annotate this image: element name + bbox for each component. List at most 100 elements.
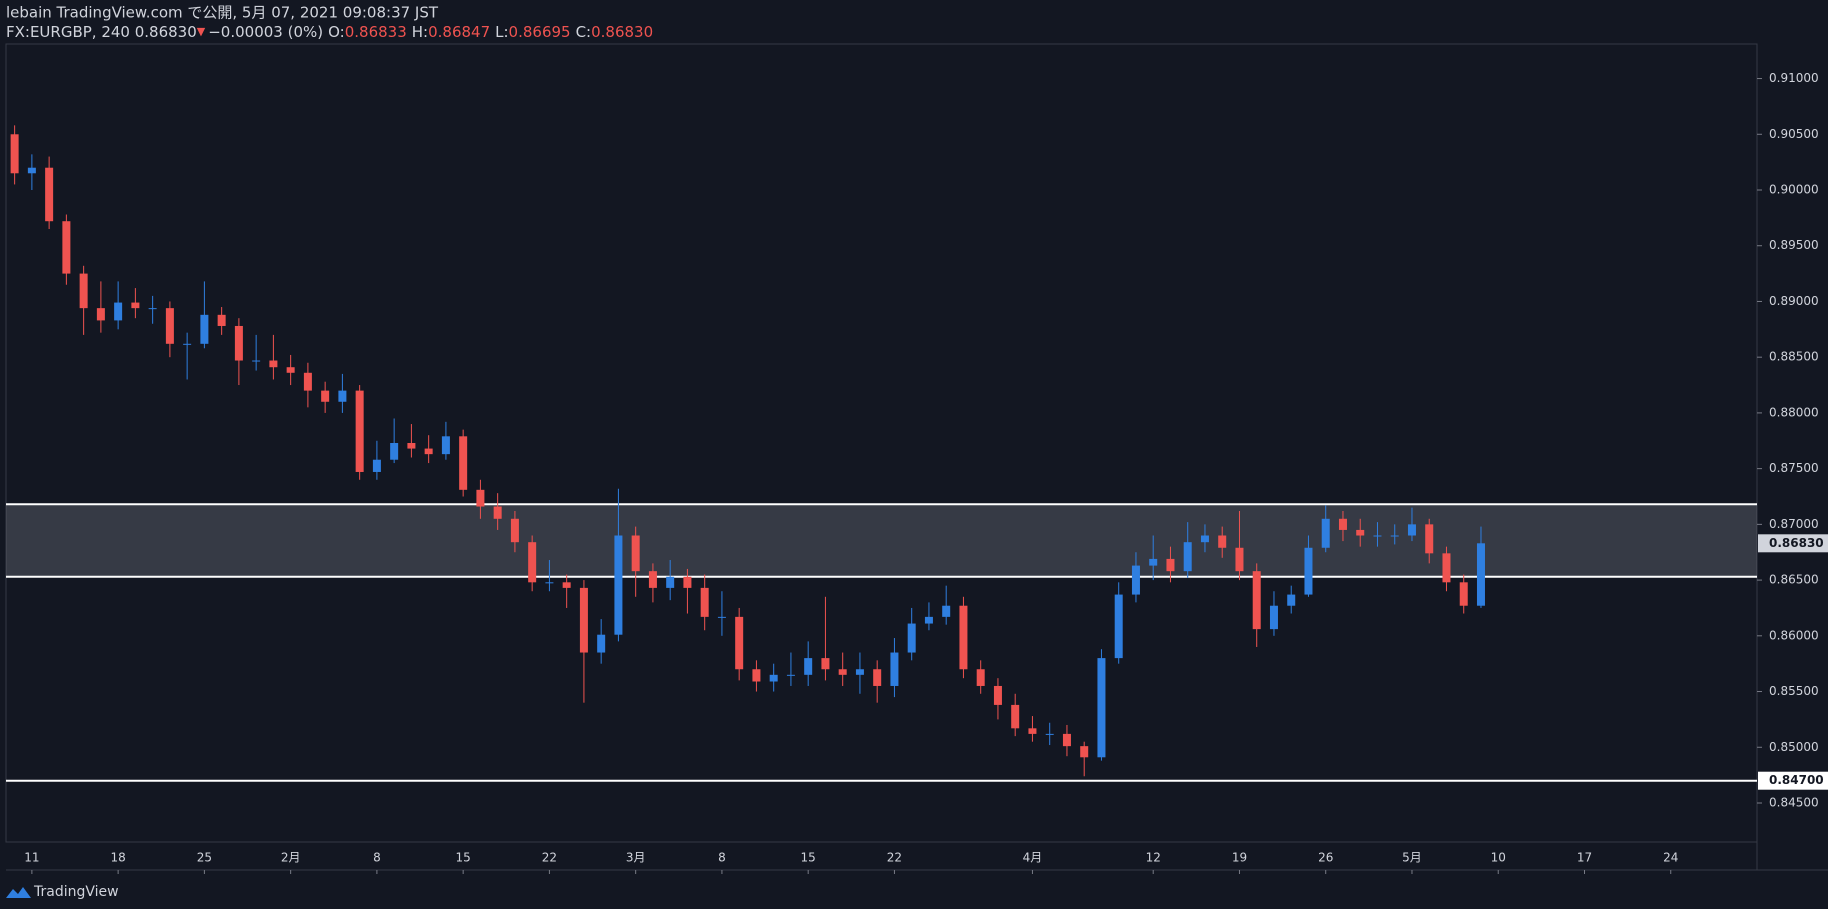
candle-body [579, 587, 588, 653]
candle-body [96, 308, 105, 321]
candle-body [1373, 535, 1382, 537]
ohlc-value: 0.86833 [345, 23, 407, 41]
candle-body [666, 576, 675, 588]
x-tick-label: 11 [24, 851, 39, 865]
candle-body [1269, 605, 1278, 630]
candle-body [907, 623, 916, 653]
y-tick-label: 0.90500 [1769, 127, 1819, 141]
x-tick-label: 19 [1232, 851, 1247, 865]
symbol: FX:EURGBP, 240 0.86830 [6, 23, 197, 41]
ohlc-value: 0.86695 [509, 23, 571, 41]
candle-body [873, 669, 882, 686]
brand-text: TradingView [33, 884, 119, 900]
candle-body [821, 658, 830, 670]
x-tick-label: 25 [197, 851, 212, 865]
candle-body [1218, 535, 1227, 548]
y-tick-label: 0.90000 [1769, 183, 1819, 197]
candle-body [838, 669, 847, 675]
change: −0.00003 (0%) [208, 23, 323, 41]
candle-body [286, 367, 295, 373]
candle-body [372, 459, 381, 472]
x-tick-label: 8 [718, 851, 726, 865]
candle-body [993, 685, 1002, 705]
candle-body [1149, 558, 1158, 566]
x-tick-label: 3月 [626, 851, 646, 865]
candle-body [717, 616, 726, 618]
candle-body [1028, 728, 1037, 734]
candle-body [976, 669, 985, 686]
x-tick-label: 2月 [281, 851, 301, 865]
candle-body [355, 390, 364, 472]
candle-body [890, 652, 899, 686]
candle-body [683, 576, 692, 588]
candle-body [1166, 558, 1175, 572]
line-price-label: 0.84700 [1769, 773, 1824, 787]
candle-body [597, 634, 606, 653]
last-price-box [1758, 534, 1828, 553]
candle-body [1356, 529, 1365, 536]
y-tick-label: 0.87000 [1769, 517, 1819, 531]
candle-body [1459, 582, 1468, 606]
candle-body [1114, 594, 1123, 659]
brand-logo: TradingView [6, 884, 119, 900]
zone [6, 504, 1757, 577]
candle-body [1287, 594, 1296, 606]
candle-body [1476, 543, 1485, 606]
ohlc-value: 0.86830 [591, 23, 653, 41]
change-arrow: ▼ [197, 25, 206, 38]
candle-body [269, 360, 278, 368]
candle-body [1062, 733, 1071, 747]
x-tick-label: 17 [1577, 851, 1592, 865]
y-tick-label: 0.91000 [1769, 71, 1819, 85]
y-tick-label: 0.89500 [1769, 238, 1819, 252]
logo-icon [6, 887, 31, 898]
candle-body [1131, 565, 1140, 595]
candle-body [234, 325, 243, 361]
candle-body [114, 302, 123, 321]
candle-body [1442, 553, 1451, 583]
candle-body [562, 582, 571, 588]
candle-body [1321, 518, 1330, 548]
x-tick-label: 4月 [1023, 851, 1043, 865]
candle-body [1200, 535, 1209, 543]
ohlc-label: H: [412, 23, 428, 41]
y-tick-label: 0.85500 [1769, 684, 1819, 698]
candle-body [200, 314, 209, 344]
y-tick-label: 0.89000 [1769, 294, 1819, 308]
candle-body [424, 448, 433, 455]
candle-body [390, 443, 399, 460]
candle-body [1425, 524, 1434, 554]
y-tick-label: 0.88500 [1769, 350, 1819, 364]
candle-body [924, 616, 933, 624]
candle-body [148, 308, 157, 310]
candle-body [648, 571, 657, 588]
candle-body [1097, 658, 1106, 758]
candle-body [10, 134, 19, 174]
line-price-box [1758, 771, 1828, 790]
candle-body [769, 674, 778, 682]
candle-body [27, 167, 36, 174]
x-tick-label: 18 [110, 851, 125, 865]
candle-body [855, 669, 864, 675]
candle-body [631, 535, 640, 572]
candle-body [493, 506, 502, 519]
x-tick-label: 8 [373, 851, 381, 865]
candle-body [1080, 746, 1089, 758]
candle-body [959, 605, 968, 670]
candle-body [459, 436, 468, 490]
x-tick-label: 10 [1491, 851, 1506, 865]
candle-body [303, 372, 312, 391]
candle-body [217, 314, 226, 326]
candle-body [131, 302, 140, 309]
candle-body [1011, 704, 1020, 729]
candle-body [79, 273, 88, 309]
candle-body [752, 669, 761, 682]
candle-body [1183, 542, 1192, 572]
candle-body [1045, 733, 1054, 735]
x-tick-label: 24 [1663, 851, 1678, 865]
header-publisher: lebain TradingView.com で公開, 5月 07, 2021 … [6, 4, 439, 22]
y-tick-label: 0.85000 [1769, 740, 1819, 754]
candle-body [510, 518, 519, 543]
x-tick-label: 12 [1146, 851, 1161, 865]
